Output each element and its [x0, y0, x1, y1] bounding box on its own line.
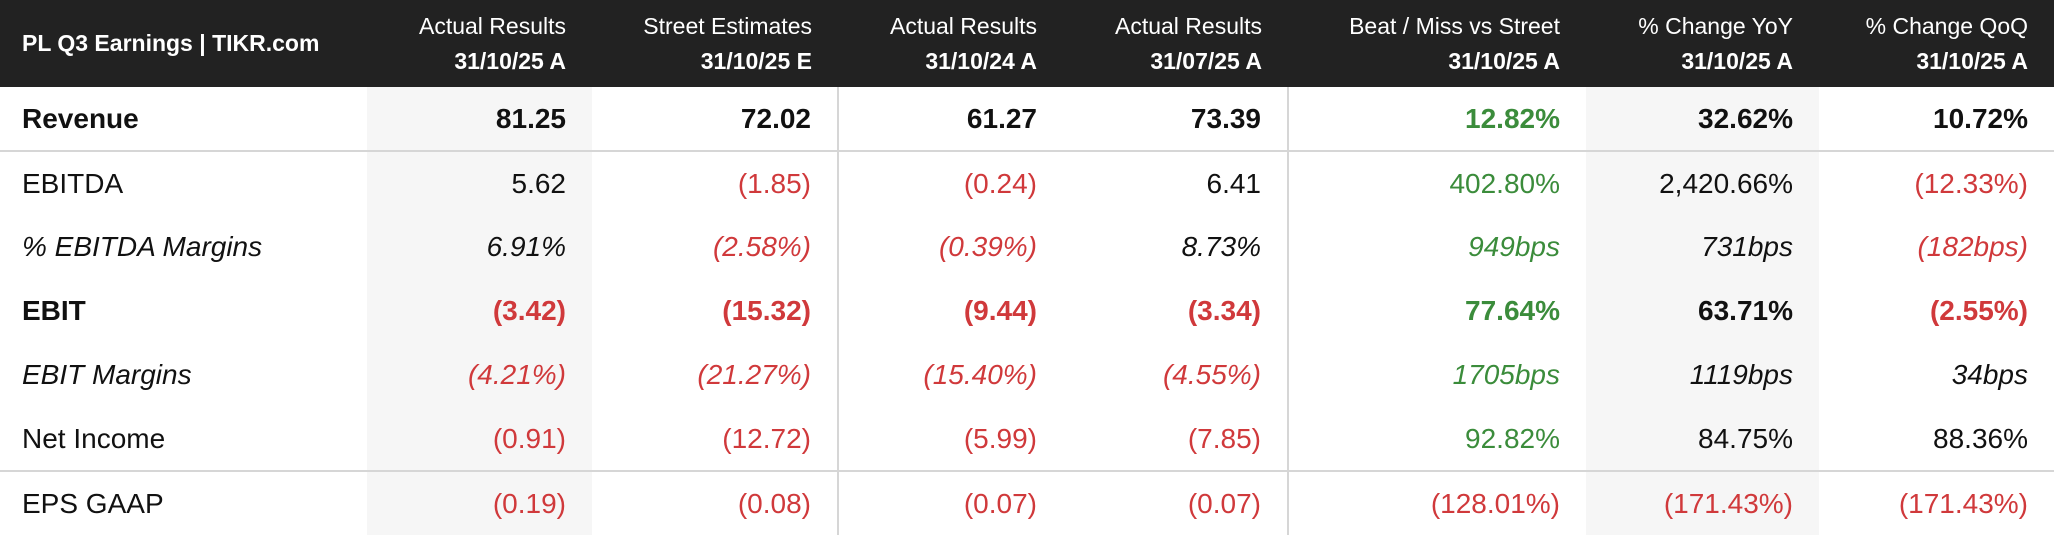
column-header-period: 31/10/25 A: [1916, 47, 2028, 74]
cell-value: (2.55%): [1929, 295, 2028, 326]
cell-value: 402.80%: [1449, 167, 1560, 199]
cell-value: (4.21%): [367, 343, 592, 407]
cell-value: (1.85): [592, 151, 839, 215]
cell-value: (128.01%): [1430, 487, 1560, 519]
cell-value: 88.36%: [1819, 407, 2054, 472]
cell-value: (0.24): [963, 167, 1037, 199]
cell-value: 949bps: [1468, 231, 1560, 262]
cell-value: 32.62%: [1586, 87, 1819, 152]
column-header-label: Street Estimates: [643, 12, 812, 39]
cell-value: 5.62: [367, 151, 592, 215]
row-label: Net Income: [0, 407, 367, 472]
cell-value: (171.43%): [1586, 471, 1819, 535]
cell-value: (3.42): [367, 279, 592, 343]
cell-value: 61.27: [838, 87, 1063, 152]
cell-value: (3.34): [1063, 279, 1289, 343]
column-header-actual-q2-2025[interactable]: Actual Results 31/07/25 A: [1063, 0, 1288, 87]
cell-value: (0.19): [367, 471, 592, 535]
table-row-ebit: EBIT (3.42) (15.32) (9.44) (3.34) 77.64%…: [0, 279, 2054, 343]
cell-value: 34bps: [1951, 359, 2028, 390]
cell-value: 63.71%: [1586, 279, 1819, 343]
cell-value: (0.07): [1063, 471, 1289, 535]
cell-value: (5.99): [838, 407, 1063, 472]
cell-value: (15.40%): [923, 359, 1037, 390]
column-header-change-qoq[interactable]: % Change QoQ 31/10/25 A: [1819, 0, 2054, 87]
header-row: PL Q3 Earnings | TIKR.com Actual Results…: [0, 0, 2054, 87]
cell-value: (2.58%): [592, 215, 839, 279]
column-header-street-estimates[interactable]: Street Estimates 31/10/25 E: [592, 0, 838, 87]
column-header-period: 31/10/24 A: [925, 47, 1037, 74]
table-header: PL Q3 Earnings | TIKR.com Actual Results…: [0, 0, 2054, 87]
table-row-ebit-margins: EBIT Margins (4.21%) (21.27%) (15.40%) (…: [0, 343, 2054, 407]
table-row-revenue: Revenue 81.25 72.02 61.27 73.39 12.82% 3…: [0, 87, 2054, 152]
cell-value: (0.91): [367, 407, 592, 472]
cell-value: (12.72): [592, 407, 839, 472]
column-header-actual-q3-2024[interactable]: Actual Results 31/10/24 A: [838, 0, 1063, 87]
cell-value: (0.08): [592, 471, 839, 535]
column-header-period: 31/10/25 A: [454, 47, 566, 74]
row-label: Revenue: [0, 87, 367, 152]
cell-value: (171.43%): [1898, 487, 2028, 519]
cell-value: (21.27%): [592, 343, 839, 407]
table-row-ebitda: EBITDA 5.62 (1.85) (0.24) 6.41 402.80% 2…: [0, 151, 2054, 215]
row-label: EBIT Margins: [22, 359, 192, 390]
column-header-label: Actual Results: [418, 12, 566, 39]
column-header-period: 31/10/25 A: [1681, 47, 1793, 74]
row-label: EBITDA: [22, 167, 124, 199]
cell-value: (9.44): [963, 295, 1037, 326]
table-row-net-income: Net Income (0.91) (12.72) (5.99) (7.85) …: [0, 407, 2054, 472]
column-header-actual-q3-2025[interactable]: Actual Results 31/10/25 A: [367, 0, 592, 87]
table-title: PL Q3 Earnings | TIKR.com: [22, 30, 320, 56]
cell-value: 2,420.66%: [1586, 151, 1819, 215]
cell-value: 77.64%: [1465, 295, 1560, 326]
cell-value: 92.82%: [1288, 407, 1586, 472]
cell-value: 72.02: [592, 87, 839, 152]
column-header-period: 31/10/25 E: [700, 47, 812, 74]
row-label: % EBITDA Margins: [22, 231, 263, 262]
cell-value: 6.91%: [367, 215, 592, 279]
row-label: EBIT: [22, 295, 86, 326]
table-row-eps-gaap: EPS GAAP (0.19) (0.08) (0.07) (0.07) (12…: [0, 471, 2054, 535]
cell-value: (12.33%): [1914, 167, 2028, 199]
cell-value: 10.72%: [1819, 87, 2054, 152]
cell-value: 1119bps: [1586, 343, 1819, 407]
column-header-change-yoy[interactable]: % Change YoY 31/10/25 A: [1586, 0, 1819, 87]
column-header-period: 31/07/25 A: [1150, 47, 1262, 74]
column-header-label: % Change YoY: [1638, 12, 1793, 39]
table-body: Revenue 81.25 72.02 61.27 73.39 12.82% 3…: [0, 87, 2054, 535]
column-header-beat-miss[interactable]: Beat / Miss vs Street 31/10/25 A: [1288, 0, 1586, 87]
cell-value: 84.75%: [1586, 407, 1819, 472]
cell-value: 731bps: [1586, 215, 1819, 279]
cell-value: 8.73%: [1063, 215, 1289, 279]
cell-value: 6.41: [1063, 151, 1289, 215]
cell-value: 1705bps: [1452, 359, 1560, 390]
cell-value: (7.85): [1063, 407, 1289, 472]
column-header-label: % Change QoQ: [1865, 12, 2028, 39]
column-header-label: Actual Results: [1114, 12, 1262, 39]
cell-value: (0.07): [963, 487, 1037, 519]
row-label: EPS GAAP: [22, 487, 164, 519]
table-row-ebitda-margins: % EBITDA Margins 6.91% (2.58%) (0.39%) 8…: [0, 215, 2054, 279]
column-header-period: 31/10/25 A: [1448, 47, 1560, 74]
column-header-label: Actual Results: [889, 12, 1037, 39]
cell-value: 81.25: [367, 87, 592, 152]
cell-value: (0.39%): [938, 231, 1037, 262]
cell-value: 12.82%: [1288, 87, 1586, 152]
cell-value: 73.39: [1063, 87, 1289, 152]
cell-value: (4.55%): [1063, 343, 1289, 407]
cell-value: (15.32): [592, 279, 839, 343]
cell-value: (182bps): [1917, 231, 2028, 262]
column-header-label: Beat / Miss vs Street: [1349, 12, 1560, 39]
